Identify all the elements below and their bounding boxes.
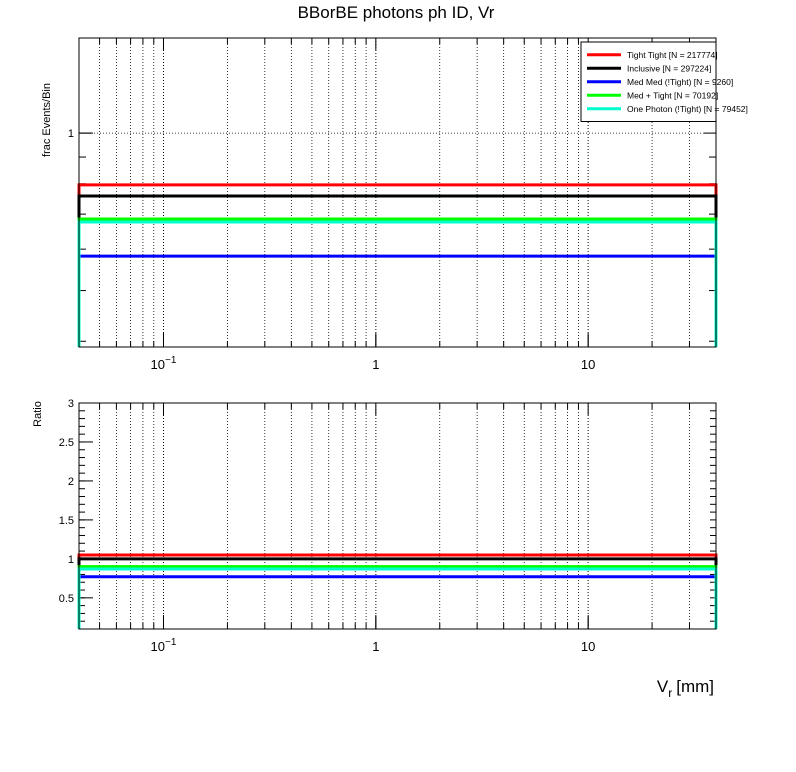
- histogram-bar: [77, 220, 718, 347]
- x-tick-label: 10: [581, 639, 595, 654]
- x-tick-label: 10: [581, 357, 595, 372]
- y-tick-label: 3: [68, 398, 74, 410]
- y-tick-label: 0.5: [59, 593, 74, 605]
- plot-frame: [78, 37, 717, 348]
- x-tick-exponent: −1: [165, 355, 177, 366]
- x-tick-exponent: −1: [165, 637, 177, 648]
- x-label-main: V: [657, 677, 669, 696]
- x-tick-label: 1: [372, 357, 379, 372]
- legend-label: Med + Tight [N = 70192]: [627, 90, 718, 100]
- x-label-unit: [mm]: [676, 677, 714, 696]
- legend-label: Tight Tight [N = 217774]: [627, 50, 718, 60]
- legend-label: Inclusive [N = 297224]: [627, 63, 711, 73]
- histogram-bar: [77, 217, 718, 347]
- y-axis-title: frac Events/Bin: [41, 83, 53, 157]
- x-tick-base: 10: [151, 639, 165, 654]
- plot-frame: [78, 402, 717, 630]
- y-axis-title: Ratio: [32, 401, 44, 427]
- histogram-bar: [77, 254, 718, 347]
- y-tick-label: 2.5: [59, 437, 74, 449]
- histogram-bar: [77, 575, 718, 629]
- x-label-sub: r: [668, 686, 672, 700]
- y-tick-label: 2: [68, 476, 74, 488]
- x-tick-label: 1: [372, 639, 379, 654]
- x-tick-base: 10: [151, 357, 165, 372]
- legend-label: Med Med (!Tight) [N = 9260]: [627, 77, 733, 87]
- legend-label: One Photon (!Tight) [N = 79452]: [627, 104, 748, 114]
- x-tick-label: 10−1: [151, 637, 177, 654]
- x-tick-label: 10−1: [151, 355, 177, 372]
- y-tick-label: 1: [68, 128, 74, 140]
- histogram-bar: [77, 183, 718, 347]
- y-tick-label: 1.5: [59, 515, 74, 527]
- y-tick-label: 1: [68, 554, 74, 566]
- x-axis-title: Vr [mm]: [657, 677, 714, 700]
- chart-title: BBorBE photons ph ID, Vr: [298, 3, 495, 22]
